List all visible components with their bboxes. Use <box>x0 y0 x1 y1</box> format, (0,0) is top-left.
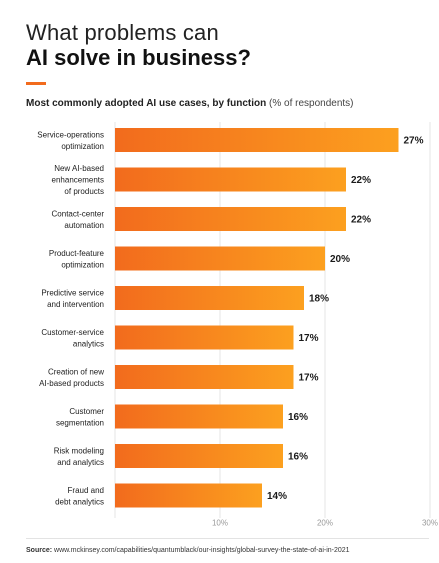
x-tick-label: 20% <box>317 519 333 528</box>
category-label-line: Customer <box>69 407 104 416</box>
accent-rule <box>26 82 46 85</box>
category-label: Risk modeling and analytics <box>54 446 104 467</box>
bar <box>115 128 399 152</box>
x-tick-label: 30% <box>422 519 438 528</box>
category-label: Customer-service analytics <box>41 328 104 349</box>
category-label: Product-feature optimization <box>49 249 105 270</box>
category-label-line: Risk modeling <box>54 446 104 455</box>
bar-value-label: 22% <box>351 175 371 186</box>
bar <box>115 365 294 389</box>
category-label-line: segmentation <box>56 418 104 427</box>
category-label: New AI-based enhancements of products <box>52 164 104 196</box>
category-label: Fraud and debt analytics <box>55 486 104 507</box>
bar-value-label: 20% <box>330 254 350 265</box>
category-label: Service-operations optimization <box>37 130 104 151</box>
category-label: Customer segmentation <box>56 407 104 428</box>
bar <box>115 404 283 429</box>
category-label-line: Product-feature <box>49 249 105 258</box>
category-label-line: New AI-based <box>54 164 104 173</box>
category-label: Contact-center automation <box>52 209 105 230</box>
bar <box>115 246 325 271</box>
category-label-line: automation <box>64 221 104 230</box>
category-label-line: enhancements <box>52 176 104 185</box>
category-label-line: Fraud and <box>68 486 104 495</box>
source-url: www.mckinsey.com/capabilities/quantumbla… <box>54 547 350 554</box>
bar-value-label: 14% <box>267 491 287 502</box>
category-label-line: and intervention <box>47 300 104 309</box>
chart-subtitle: Most commonly adopted AI use cases, by f… <box>26 98 354 109</box>
category-label: Creation of new AI-based products <box>39 367 104 388</box>
bar-value-label: 27% <box>404 136 424 147</box>
bar-value-label: 17% <box>299 373 319 384</box>
category-label-line: Service-operations <box>37 130 104 139</box>
category-label-line: optimization <box>61 260 104 269</box>
source-note: Source: www.mckinsey.com/capabilities/qu… <box>26 547 350 554</box>
bar <box>115 286 304 310</box>
subtitle-unit: (% of respondents) <box>269 98 354 109</box>
bar <box>115 483 262 508</box>
category-label-line: debt analytics <box>55 497 104 506</box>
category-label-line: Creation of new <box>48 367 104 376</box>
title-line-2: AI solve in business? <box>26 45 251 70</box>
source-label: Source: <box>26 547 53 554</box>
bar <box>115 207 346 231</box>
category-label-line: optimization <box>61 142 104 151</box>
x-tick-label: 10% <box>212 519 228 528</box>
subtitle-main: Most commonly adopted AI use cases, by f… <box>26 98 267 109</box>
footer-divider <box>26 538 429 539</box>
category-label-line: analytics <box>73 339 104 348</box>
bar-chart: 27% Service-operations optimization 22% New … <box>37 122 438 528</box>
category-label-line: AI-based products <box>39 379 104 388</box>
bar-value-label: 18% <box>309 294 329 305</box>
category-label-line: of products <box>64 187 104 196</box>
bar <box>115 325 294 350</box>
bar <box>115 444 283 468</box>
bar <box>115 167 346 192</box>
bar-value-label: 16% <box>288 412 308 423</box>
bar-value-label: 16% <box>288 452 308 463</box>
category-label-line: Customer-service <box>41 328 104 337</box>
category-label-line: and analytics <box>57 458 104 467</box>
category-label: Predictive service and intervention <box>41 288 104 309</box>
category-label-line: Predictive service <box>41 288 104 297</box>
bar-value-label: 17% <box>299 333 319 344</box>
category-label-line: Contact-center <box>52 209 105 218</box>
title-line-1: What problems can <box>26 20 219 45</box>
bar-value-label: 22% <box>351 215 371 226</box>
